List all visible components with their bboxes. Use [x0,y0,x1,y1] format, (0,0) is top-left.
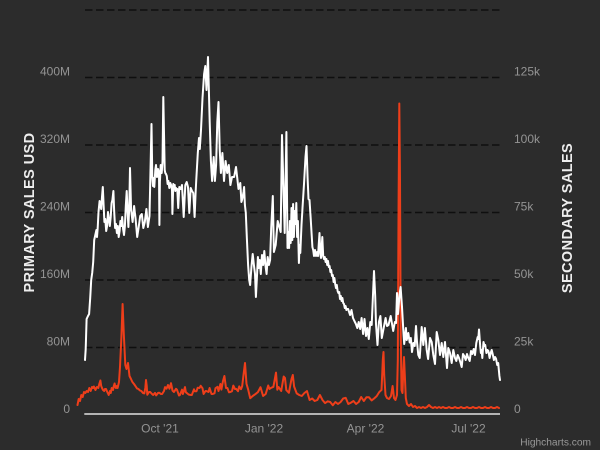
svg-text:Jul '22: Jul '22 [451,422,486,436]
svg-text:0: 0 [514,402,521,416]
svg-text:400M: 400M [40,65,70,79]
svg-text:SECONDARY SALES: SECONDARY SALES [560,143,576,293]
svg-text:320M: 320M [40,132,70,146]
svg-text:25k: 25k [514,335,534,349]
svg-text:160M: 160M [40,267,70,281]
svg-text:100k: 100k [514,132,541,146]
svg-text:75k: 75k [514,200,534,214]
svg-text:Oct '21: Oct '21 [141,422,179,436]
svg-text:125k: 125k [514,65,541,79]
svg-text:80M: 80M [47,335,70,349]
svg-text:Highcharts.com: Highcharts.com [520,438,591,449]
svg-text:PRIMARY SALES USD: PRIMARY SALES USD [22,133,38,293]
svg-text:0: 0 [63,402,70,416]
svg-text:Jan '22: Jan '22 [245,422,284,436]
svg-text:50k: 50k [514,267,534,281]
svg-text:240M: 240M [40,200,70,214]
svg-text:Apr '22: Apr '22 [347,422,385,436]
